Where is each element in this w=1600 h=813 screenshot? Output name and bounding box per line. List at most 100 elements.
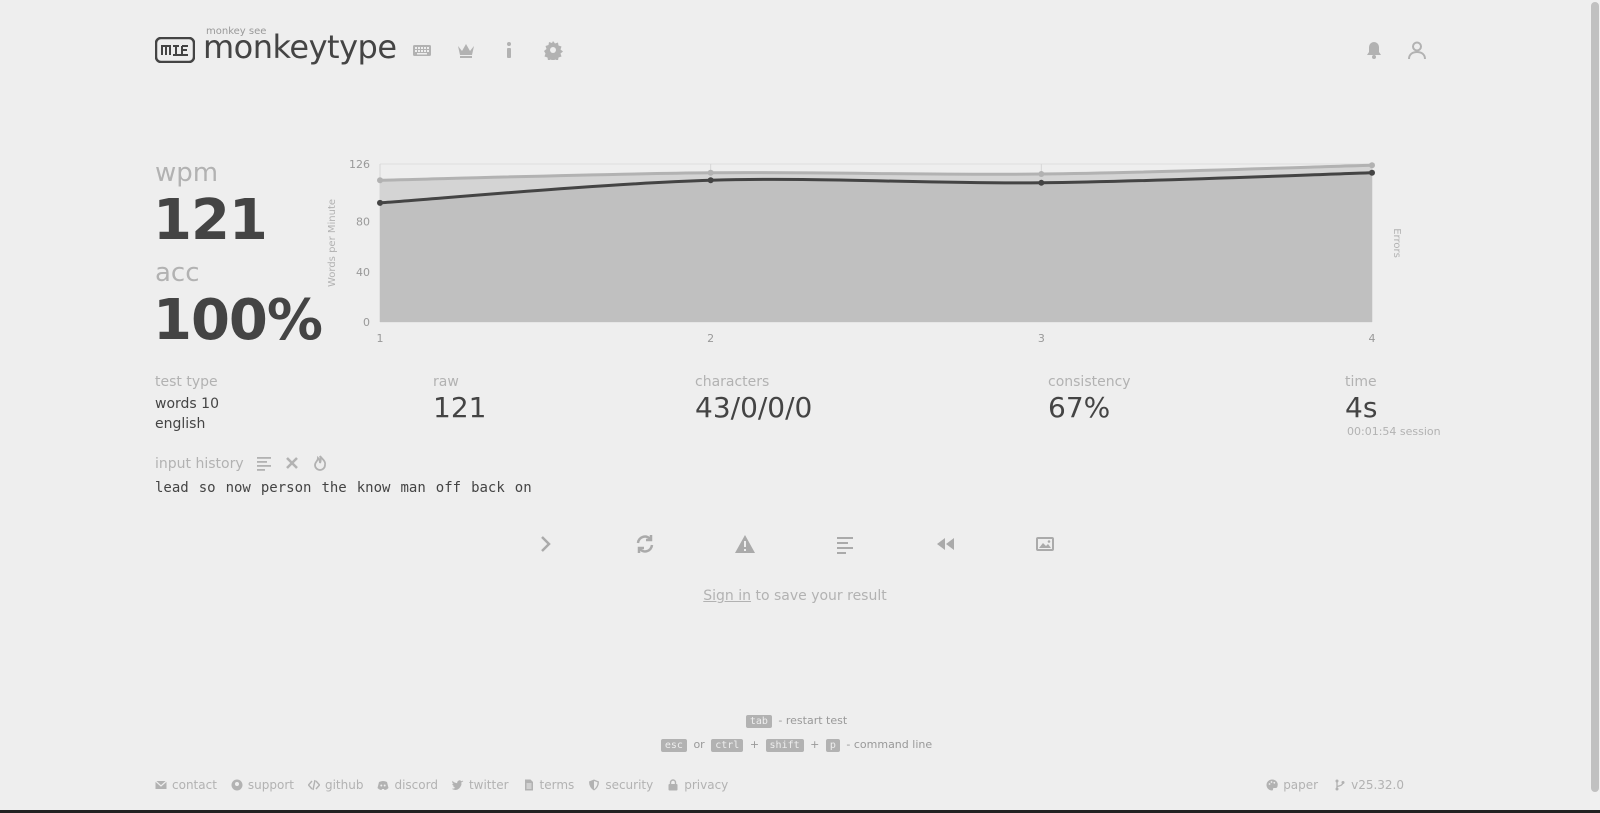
raw-point[interactable] bbox=[1038, 171, 1045, 178]
page-scrollbar-thumb[interactable] bbox=[1591, 2, 1599, 792]
footer-contact-label: contact bbox=[172, 778, 217, 792]
y2-axis-label: Errors bbox=[1391, 228, 1402, 258]
brand-title[interactable]: monkeytype bbox=[203, 28, 397, 66]
footer-support-link[interactable]: support bbox=[231, 778, 294, 792]
restart-hint-text: - restart test bbox=[778, 714, 848, 727]
wpm-point[interactable] bbox=[377, 199, 383, 206]
words-list-icon[interactable] bbox=[256, 455, 272, 471]
wpm-point[interactable] bbox=[1369, 169, 1375, 176]
consistency-label: consistency bbox=[1048, 374, 1131, 390]
input-history-words: lead so now person the know man off back on bbox=[155, 480, 532, 496]
history-word[interactable]: so bbox=[198, 480, 216, 496]
plus-text-2: + bbox=[810, 738, 820, 751]
settings-gear-icon[interactable] bbox=[543, 40, 563, 60]
session-time: 00:01:54 session bbox=[1347, 425, 1441, 438]
practice-words-warning-icon[interactable] bbox=[734, 533, 756, 555]
x-tick-label: 3 bbox=[1038, 332, 1045, 345]
or-text: or bbox=[693, 738, 705, 751]
acc-label: acc bbox=[155, 258, 200, 288]
repeat-test-refresh-icon[interactable] bbox=[634, 533, 656, 555]
history-word[interactable]: back bbox=[471, 480, 505, 496]
wpm-area bbox=[380, 172, 1372, 322]
raw-point[interactable] bbox=[1369, 162, 1375, 169]
raw-point[interactable] bbox=[707, 169, 714, 176]
wpm-series-line bbox=[379, 171, 1373, 205]
history-word[interactable]: man bbox=[400, 480, 426, 496]
test-type-mode: words 10 bbox=[155, 396, 219, 412]
crown-icon[interactable] bbox=[456, 40, 476, 60]
account-user-icon[interactable] bbox=[1407, 40, 1427, 60]
footer-support-label: support bbox=[247, 778, 294, 792]
history-word[interactable]: now bbox=[225, 480, 251, 496]
raw-point[interactable] bbox=[377, 177, 383, 184]
bottom-edge bbox=[0, 810, 1600, 813]
history-word[interactable]: off bbox=[435, 480, 462, 496]
footer-twitter-link[interactable]: twitter bbox=[451, 778, 509, 792]
footer-meta: paper v25.32.0 bbox=[1266, 778, 1404, 792]
signin-link[interactable]: Sign in bbox=[703, 588, 752, 604]
shield-icon bbox=[589, 779, 600, 791]
footer-security-link[interactable]: security bbox=[588, 778, 653, 792]
next-test-chevron-icon[interactable] bbox=[534, 533, 556, 555]
esc-key: esc bbox=[660, 739, 687, 752]
brand-subtitle: monkey see bbox=[206, 26, 267, 37]
history-word[interactable]: know bbox=[356, 480, 391, 496]
signin-prompt: Sign in to save your result bbox=[0, 588, 1590, 604]
watch-replay-rewind-icon[interactable] bbox=[934, 533, 956, 555]
footer-contact-link[interactable]: contact bbox=[155, 778, 217, 792]
command-line-hint-text: - command line bbox=[846, 738, 933, 751]
raw-series-line bbox=[379, 163, 1373, 182]
signin-rest: to save your result bbox=[751, 588, 887, 604]
keyboard-icon[interactable] bbox=[412, 40, 432, 60]
y-tick-label: 80 bbox=[356, 216, 370, 229]
footer-terms-link[interactable]: terms bbox=[523, 778, 575, 792]
palette-icon bbox=[1266, 779, 1278, 791]
x-tick-label: 1 bbox=[377, 332, 384, 345]
restart-hint: tab - restart test bbox=[0, 714, 1590, 728]
notifications-bell-icon[interactable] bbox=[1364, 40, 1384, 60]
history-word[interactable]: on bbox=[514, 480, 532, 496]
footer-version-label: v25.32.0 bbox=[1351, 778, 1404, 792]
ctrl-key: ctrl bbox=[711, 739, 744, 752]
plus-text-1: + bbox=[749, 738, 760, 751]
time-label: time bbox=[1345, 374, 1377, 390]
consistency-value: 67% bbox=[1048, 391, 1111, 424]
history-word[interactable]: person bbox=[260, 480, 312, 496]
discord-icon bbox=[377, 781, 389, 790]
info-icon[interactable] bbox=[499, 40, 519, 60]
characters-label: characters bbox=[695, 374, 770, 390]
shift-key: shift bbox=[765, 739, 804, 752]
save-screenshot-image-icon[interactable] bbox=[1034, 533, 1056, 555]
wpm-label: wpm bbox=[155, 158, 219, 188]
code-icon bbox=[307, 779, 320, 791]
test-type-label: test type bbox=[155, 374, 218, 390]
footer-github-link[interactable]: github bbox=[307, 778, 363, 792]
y-tick-label: 0 bbox=[363, 316, 370, 329]
wpm-point[interactable] bbox=[1038, 179, 1045, 186]
footer-terms-label: terms bbox=[539, 778, 575, 792]
footer-version-link[interactable]: v25.32.0 bbox=[1334, 778, 1404, 792]
code-branch-icon bbox=[1335, 779, 1345, 791]
footer-discord-label: discord bbox=[394, 778, 438, 792]
wpm-value: 121 bbox=[153, 188, 268, 253]
twitter-bird-icon bbox=[451, 780, 464, 790]
close-x-icon[interactable] bbox=[284, 455, 300, 471]
y-axis-label: Words per Minute bbox=[327, 199, 338, 287]
tab-key: tab bbox=[745, 715, 772, 728]
logo-icon[interactable] bbox=[154, 36, 196, 64]
footer-discord-link[interactable]: discord bbox=[377, 778, 438, 792]
p-key: p bbox=[825, 739, 840, 752]
footer-links: contact support github discord twitter t… bbox=[155, 778, 728, 792]
y-tick-label: 40 bbox=[356, 266, 370, 279]
toggle-words-list-icon[interactable] bbox=[834, 533, 856, 555]
lock-icon bbox=[668, 779, 678, 791]
footer-theme-link[interactable]: paper bbox=[1266, 778, 1318, 792]
input-history-label: input history bbox=[155, 456, 244, 472]
history-word[interactable]: lead bbox=[155, 480, 189, 496]
burst-heatmap-icon[interactable] bbox=[312, 455, 328, 471]
raw-value: 121 bbox=[433, 391, 487, 424]
footer-privacy-link[interactable]: privacy bbox=[667, 778, 728, 792]
envelope-icon bbox=[155, 780, 167, 789]
history-word[interactable]: the bbox=[321, 480, 347, 496]
wpm-point[interactable] bbox=[707, 177, 714, 184]
